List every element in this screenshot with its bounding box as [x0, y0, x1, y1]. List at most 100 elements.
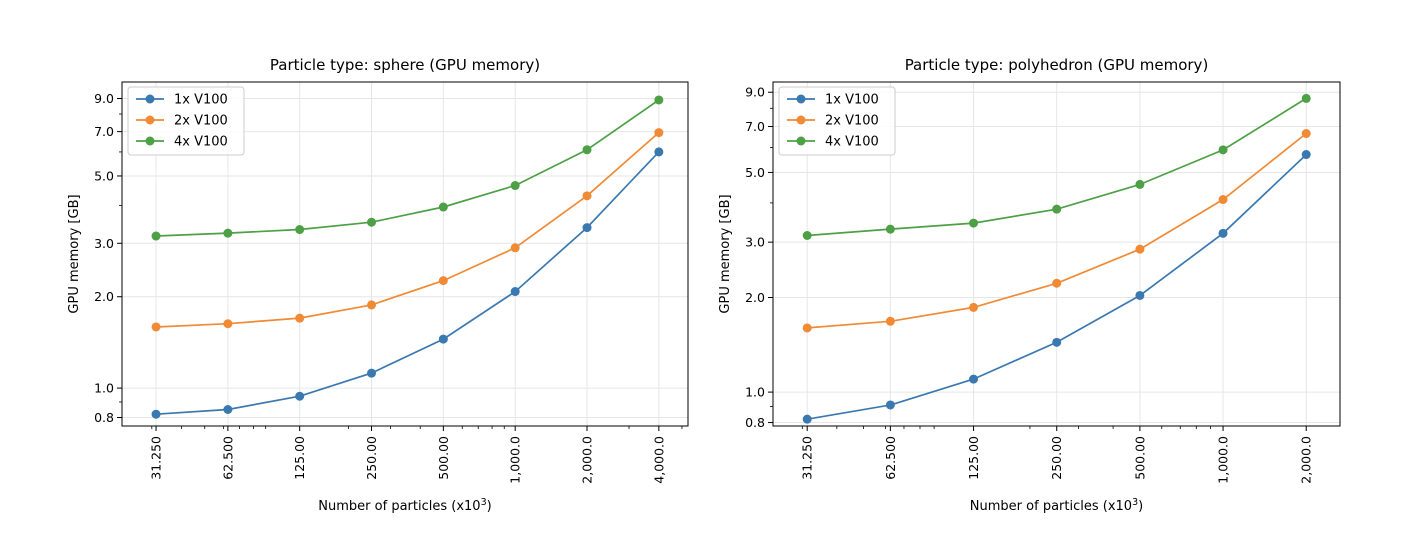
x-tick-label: 125.00 — [292, 436, 307, 480]
legend-label: 1x V100 — [174, 93, 228, 108]
data-point — [1135, 290, 1145, 300]
chart-title: Particle type: polyhedron (GPU memory) — [905, 56, 1209, 74]
x-axis-label-sup: 3 — [1132, 497, 1138, 508]
data-point — [885, 224, 895, 234]
data-point — [885, 400, 895, 410]
plot-frame — [121, 81, 689, 427]
data-point — [151, 231, 161, 241]
legend-marker — [796, 94, 806, 104]
data-point — [582, 223, 592, 233]
data-point — [969, 374, 979, 384]
x-tick-label: 250.00 — [1049, 436, 1064, 480]
x-tick-label: 250.00 — [364, 436, 379, 480]
x-tick-label: 125.00 — [966, 436, 981, 480]
plot-frame — [772, 81, 1341, 427]
legend-label: 1x V100 — [825, 93, 879, 108]
data-point — [223, 319, 233, 329]
y-tick-label: 2.0 — [94, 289, 114, 304]
legend-box — [127, 86, 245, 156]
data-point — [1218, 145, 1228, 155]
x-tick-label: 500.00 — [1132, 436, 1147, 480]
data-point — [151, 322, 161, 332]
legend-marker — [145, 115, 155, 125]
y-tick-label: 5.0 — [94, 168, 114, 183]
y-tick-label: 5.0 — [745, 165, 765, 180]
y-tick-label: 0.8 — [745, 415, 765, 430]
data-point — [295, 391, 305, 401]
y-tick-label: 9.0 — [94, 91, 114, 106]
data-point — [1052, 337, 1062, 347]
x-tick-label: 62.500 — [220, 436, 235, 480]
data-point — [654, 147, 664, 157]
data-point — [1301, 129, 1311, 139]
data-point — [295, 313, 305, 323]
data-point — [654, 128, 664, 138]
x-tick-label: 62.500 — [883, 436, 898, 480]
data-point — [969, 218, 979, 228]
data-point — [802, 414, 812, 424]
data-point — [969, 302, 979, 312]
y-tick-label: 9.0 — [745, 85, 765, 100]
legend-marker — [796, 136, 806, 146]
data-point — [1301, 93, 1311, 103]
x-tick-label: 500.00 — [436, 436, 451, 480]
data-point — [802, 230, 812, 240]
legend-marker — [145, 136, 155, 146]
legend-label: 2x V100 — [174, 114, 228, 129]
legend: 1x V100 2x V100 4x V100 — [778, 86, 896, 156]
legend: 1x V100 2x V100 4x V100 — [127, 86, 245, 156]
legend-box — [778, 86, 896, 156]
x-tick-label: 31.250 — [800, 436, 815, 480]
x-axis-label-text: Number of particles (x10 — [970, 499, 1132, 514]
data-point — [1052, 278, 1062, 288]
data-point — [367, 368, 377, 378]
x-tick-label: 2,000.0 — [1299, 436, 1314, 484]
x-axis-label: Number of particles (x103) — [318, 497, 491, 514]
chart-panel-2: 0.8 1.0 2.0 3.0 5.0 7.0 9.0 31.250 62.500 125.00 2… — [718, 56, 1341, 514]
data-point — [1052, 204, 1062, 214]
y-tick-label: 1.0 — [94, 381, 114, 396]
y-tick-label: 7.0 — [94, 124, 114, 139]
data-point — [1135, 244, 1145, 254]
data-point — [1218, 195, 1228, 205]
data-point — [367, 300, 377, 310]
data-point — [582, 191, 592, 201]
data-point — [223, 228, 233, 238]
data-point — [654, 95, 664, 105]
y-tick-label: 3.0 — [745, 235, 765, 250]
y-tick-label: 7.0 — [745, 119, 765, 134]
data-point — [438, 334, 448, 344]
data-point — [367, 217, 377, 227]
series-line-2 — [155, 131, 660, 328]
data-point — [438, 202, 448, 212]
x-tick-label: 2,000.0 — [580, 436, 595, 484]
chart-title: Particle type: sphere (GPU memory) — [270, 56, 540, 74]
y-tick-label: 0.8 — [94, 410, 114, 425]
data-point — [582, 145, 592, 155]
x-axis-label-close: ) — [487, 499, 492, 514]
chart-panel-1: 0.8 1.0 2.0 3.0 5.0 7.0 9.0 31.250 62.500 125.00 2… — [67, 56, 689, 514]
data-point — [295, 225, 305, 235]
data-point — [151, 409, 161, 419]
y-axis-label: GPU memory [GB] — [67, 194, 82, 313]
legend-label: 4x V100 — [174, 135, 228, 150]
y-tick-label: 1.0 — [745, 385, 765, 400]
x-axis-label-text: Number of particles (x10 — [318, 499, 480, 514]
y-axis-label: GPU memory [GB] — [718, 194, 733, 313]
x-axis-label-close: ) — [1138, 499, 1143, 514]
data-point — [510, 287, 520, 297]
y-tick-label: 3.0 — [94, 236, 114, 251]
legend-label: 4x V100 — [825, 135, 879, 150]
x-tick-label: 4,000.0 — [651, 436, 666, 484]
data-point — [438, 276, 448, 286]
legend-label: 2x V100 — [825, 114, 879, 129]
x-axis-label-sup: 3 — [481, 497, 487, 508]
data-point — [802, 323, 812, 333]
x-axis-label: Number of particles (x103) — [970, 497, 1143, 514]
legend-marker — [145, 94, 155, 104]
series-line-1 — [155, 151, 660, 416]
x-tick-label: 1,000.0 — [1216, 436, 1231, 484]
y-tick-label: 2.0 — [745, 290, 765, 305]
data-point — [1301, 150, 1311, 160]
data-point — [510, 181, 520, 191]
